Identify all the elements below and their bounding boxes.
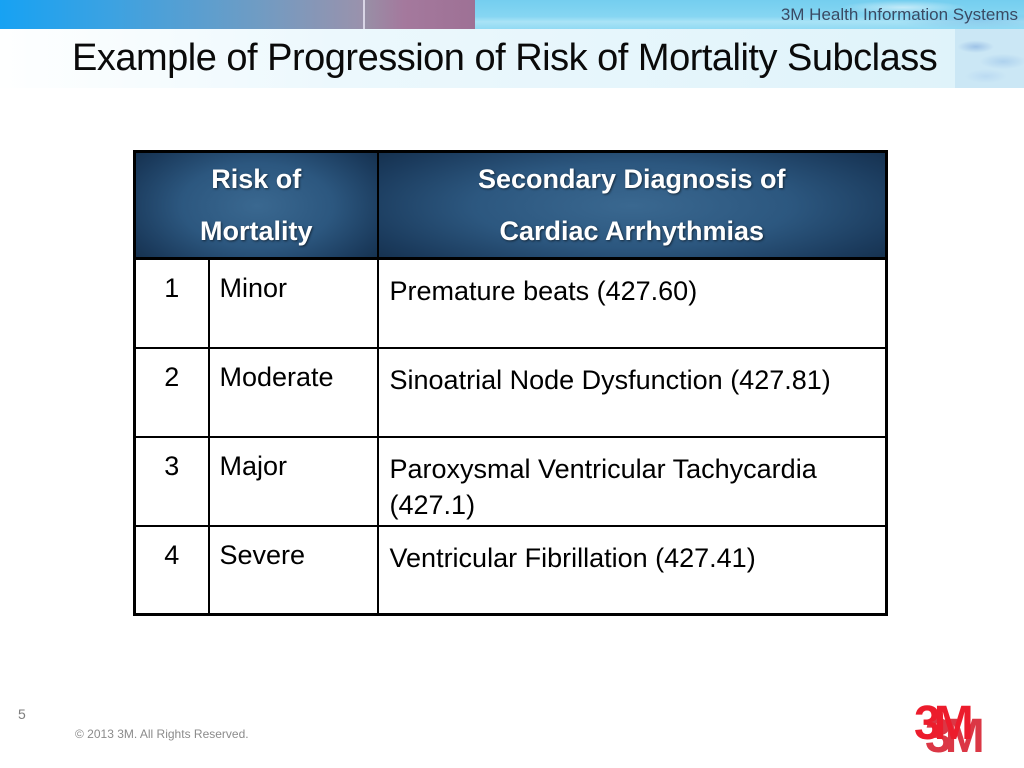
header-cell-secondary-diagnosis: Secondary Diagnosis of Cardiac Arrhythmi… [376,150,888,260]
table-row: 1 Minor Premature beats (427.60) [133,257,888,349]
row-number: 4 [133,524,210,616]
3m-logo: 3M 3M [912,697,1012,763]
row-severity: Major [207,435,379,527]
title-band: Example of Progression of Risk of Mortal… [0,29,955,88]
row-severity: Moderate [207,346,379,438]
banner-sky-block: 3M Health Information Systems [475,0,1024,30]
row-number: 2 [133,346,210,438]
row-diagnosis: Sinoatrial Node Dysfunction (427.81) [376,346,888,438]
risk-of-mortality-table: Risk of Mortality Secondary Diagnosis of… [133,150,889,616]
table-row: 4 Severe Ventricular Fibrillation (427.4… [133,524,888,616]
table-header-row: Risk of Mortality Secondary Diagnosis of… [133,150,888,260]
brand-text: 3M Health Information Systems [780,5,1018,24]
header-text: Risk of [211,164,302,194]
banner-mauve-block [365,0,475,29]
row-diagnosis: Ventricular Fibrillation (427.41) [376,524,888,616]
header-text: Mortality [200,216,313,246]
row-diagnosis: Paroxysmal Ventricular Tachycardia (427.… [376,435,888,527]
header-text: Secondary Diagnosis of [477,164,786,194]
3m-logo-text: 3M [914,697,974,750]
page-title: Example of Progression of Risk of Mortal… [72,37,938,79]
row-number: 1 [133,257,210,349]
banner-gradient-left [0,0,363,29]
page-number: 5 [18,706,26,722]
table-row: 3 Major Paroxysmal Ventricular Tachycard… [133,435,888,527]
corner-cloud-decoration [955,29,1024,88]
row-diagnosis: Premature beats (427.60) [376,257,888,349]
header-cell-risk-of-mortality: Risk of Mortality [133,150,379,260]
banner-divider-line [363,0,365,29]
header-text: Cardiac Arrhythmias [499,216,765,246]
row-severity: Severe [207,524,379,616]
table-row: 2 Moderate Sinoatrial Node Dysfunction (… [133,346,888,438]
row-number: 3 [133,435,210,527]
copyright-text: © 2013 3M. All Rights Reserved. [75,727,249,741]
row-severity: Minor [207,257,379,349]
3m-logo-echo: 3M [925,710,985,763]
